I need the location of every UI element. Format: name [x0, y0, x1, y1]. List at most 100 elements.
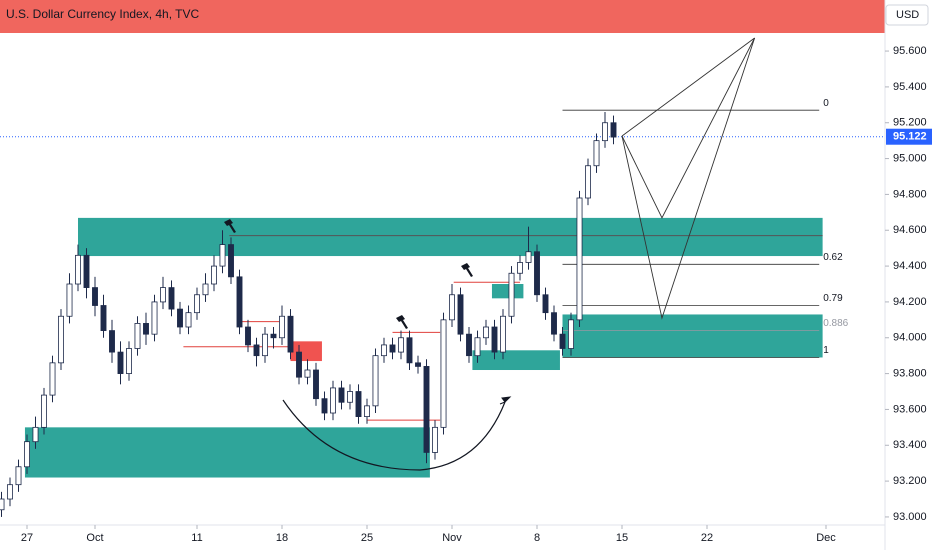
candle-body — [83, 254, 90, 288]
y-tick-label: 93.800 — [893, 367, 927, 379]
candle-body — [253, 344, 260, 357]
x-tick-label: 11 — [191, 532, 202, 544]
arc-arrow — [499, 396, 512, 405]
x-tick-label: 27 — [21, 532, 33, 544]
candle-body — [185, 312, 192, 328]
fib-label: 0.886 — [823, 318, 848, 329]
zones: 0 0.62 0.79 0.886 1 — [0, 98, 885, 478]
candle-body — [423, 366, 430, 453]
candle-body — [100, 305, 107, 331]
projection-line — [621, 37, 756, 320]
candle-body — [355, 391, 362, 417]
candle-body — [491, 326, 498, 353]
candle-body — [41, 394, 47, 428]
candle-body — [585, 165, 591, 199]
zone — [77, 217, 823, 257]
candle-body — [542, 294, 549, 314]
candle-body — [398, 337, 404, 353]
y-tick-label: 94.800 — [893, 188, 927, 200]
y-tick-label: 95.400 — [893, 81, 927, 93]
fib-label: 1 — [823, 345, 829, 356]
candle-body — [194, 294, 200, 314]
candle-body — [500, 315, 506, 353]
fib-label: 0.79 — [823, 293, 843, 304]
hammer-icon — [461, 263, 473, 277]
zone — [562, 314, 823, 358]
candle-body — [449, 294, 455, 321]
projection-line — [621, 37, 756, 219]
y-tick-label: 93.000 — [893, 511, 927, 523]
candle-body — [168, 287, 175, 310]
x-tick-label: Dec — [816, 532, 836, 544]
candle-body — [551, 312, 557, 335]
candle-body — [304, 369, 311, 378]
candle-body — [313, 369, 319, 400]
candle-body — [7, 484, 13, 500]
candle-body — [75, 254, 81, 285]
y-tick-label: 95.000 — [893, 152, 927, 164]
candle-body — [466, 333, 472, 357]
candle-body — [15, 466, 22, 486]
zone — [24, 427, 430, 478]
candle-body — [517, 262, 523, 274]
candle-body — [32, 426, 39, 443]
candle-body — [559, 333, 566, 349]
marks — [0, 37, 756, 517]
candle-body — [372, 355, 379, 407]
y-tick-label: 93.400 — [893, 439, 927, 451]
candle-body — [219, 244, 226, 267]
hammer-icons — [224, 219, 473, 329]
candle-body — [49, 362, 56, 396]
chart-title: U.S. Dollar Currency Index, 4h, TVC — [6, 7, 200, 21]
currency-button[interactable] — [885, 4, 929, 26]
hammer-icon — [224, 219, 236, 233]
candle-body — [347, 391, 353, 403]
zone — [290, 341, 322, 362]
fib-label: 0 — [823, 98, 829, 109]
zone — [472, 350, 560, 371]
candle-body — [415, 362, 421, 367]
candle-body — [0, 498, 5, 511]
currency-label[interactable]: USD — [896, 9, 919, 21]
y-tick-label: 94.600 — [893, 224, 927, 236]
hammer-icon — [396, 315, 408, 329]
y-tick-label: 95.200 — [893, 117, 927, 129]
candle-body — [262, 333, 268, 357]
y-tick-label: 94.000 — [893, 332, 927, 344]
last-price-box — [886, 128, 932, 145]
candle-body — [474, 337, 481, 357]
candle-body — [66, 283, 73, 317]
x-tick-label: 8 — [534, 532, 540, 544]
candle-body — [602, 122, 608, 142]
candle-body — [568, 319, 574, 349]
arc — [282, 399, 506, 471]
candle-body — [525, 251, 532, 263]
x-tick-label: Nov — [442, 532, 462, 544]
candle-body — [483, 326, 489, 339]
candle-body — [296, 351, 302, 378]
candle-body — [143, 323, 149, 335]
candle-body — [151, 301, 158, 335]
candle-body — [576, 197, 583, 321]
candle-body — [381, 344, 387, 357]
candle-body — [389, 344, 396, 353]
candle-body — [126, 348, 132, 374]
candle-body — [508, 272, 515, 317]
candle-body — [270, 333, 277, 339]
candle-body — [432, 426, 438, 453]
candle-body — [245, 326, 251, 346]
candle-body — [211, 265, 217, 285]
candle-body — [534, 251, 540, 296]
x-tick-label: 22 — [701, 532, 713, 544]
y-tick-label: 94.400 — [893, 260, 927, 272]
candle-body — [440, 319, 447, 428]
candle-body — [117, 351, 124, 374]
candle-body — [279, 315, 285, 339]
candle-body — [109, 330, 115, 353]
x-tick-label: Oct — [86, 532, 103, 544]
banner — [0, 0, 885, 33]
x-tick-label: 18 — [276, 532, 288, 544]
candle-body — [364, 405, 370, 417]
candle-body — [406, 337, 413, 364]
